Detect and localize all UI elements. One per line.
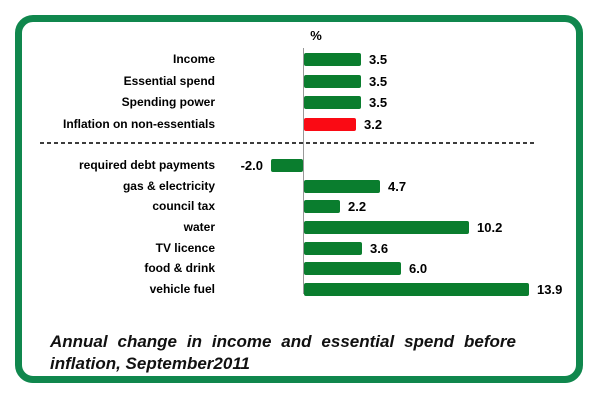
category-label: gas & electricity [122,179,215,193]
category-label: TV licence [155,241,215,255]
value-label: 13.9 [537,282,563,297]
category-label: Essential spend [123,74,215,88]
axis-baseline [303,48,304,294]
bar-green [304,221,469,234]
bar-green [304,200,340,213]
value-label: 3.5 [369,74,388,89]
category-label: Spending power [121,95,215,109]
bar-green [304,262,401,275]
value-label: 6.0 [409,261,428,276]
axis-unit-label: % [310,28,322,43]
value-label: 2.2 [348,199,367,214]
bar-green [304,96,361,109]
value-label: 3.5 [369,52,388,67]
bar-green [304,242,362,255]
category-label: Inflation on non-essentials [62,117,215,131]
chart-title: Annual change in income and essential sp… [50,332,516,373]
bar-green [271,159,303,172]
value-label: 3.6 [370,241,389,256]
bar-red [304,118,356,131]
category-label: council tax [152,199,215,213]
bar-green [304,283,529,296]
separator-dashed-line [40,142,537,144]
category-label: water [183,220,215,234]
bar-green [304,180,380,193]
bar-green [304,75,361,88]
chart-frame-border [15,15,583,383]
value-label: 10.2 [477,220,503,235]
category-label: required debt payments [78,158,215,172]
category-label: food & drink [144,261,215,275]
value-label: 4.7 [388,179,407,194]
value-label: 3.2 [364,117,383,132]
category-label: vehicle fuel [149,282,215,296]
bar-green [304,53,361,66]
value-label: -2.0 [240,158,263,173]
value-label: 3.5 [369,95,388,110]
category-label: Income [172,52,215,66]
